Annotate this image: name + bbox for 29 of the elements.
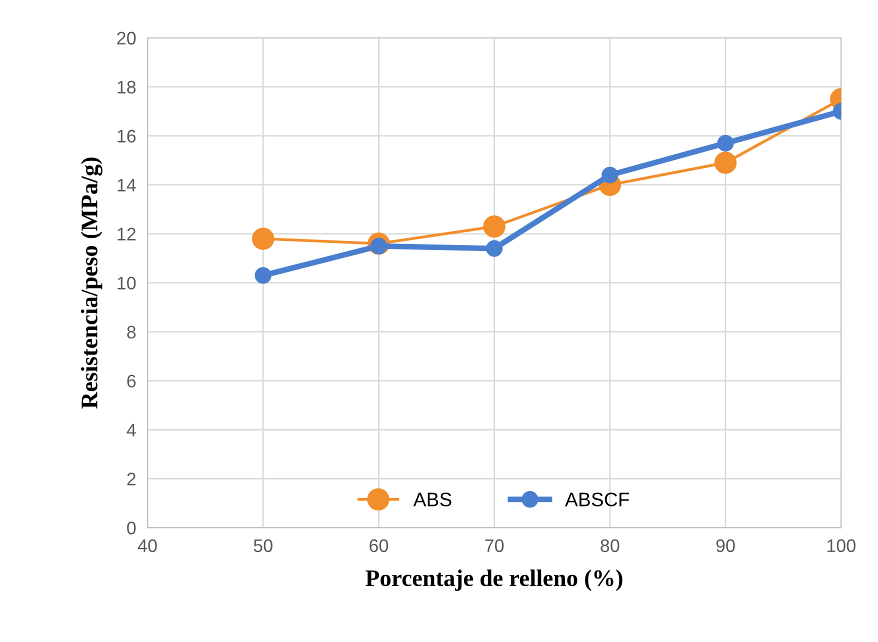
y-axis-title: Resistencia/peso (MPa/g): [80, 158, 102, 409]
point: [602, 166, 618, 184]
legend-label: ABS: [413, 492, 452, 506]
y-tick-label: 18: [118, 80, 136, 94]
x-tick-label: 60: [370, 539, 388, 552]
y-tick-label: 2: [127, 472, 136, 486]
y-tick-label: 10: [118, 276, 136, 290]
point: [486, 240, 503, 257]
x-tick-label: 70: [485, 539, 504, 552]
y-tick-label: 20: [117, 32, 136, 45]
point: [714, 152, 737, 174]
x-tick-label: 80: [600, 539, 620, 552]
y-tick-label: 4: [126, 424, 136, 436]
y-tick-label: 0: [127, 522, 136, 534]
y-tick-label: 6: [127, 374, 136, 388]
y-tick-label: 16: [118, 130, 136, 143]
y-tick-label: 12: [118, 228, 136, 240]
point: [252, 228, 274, 250]
y-tick-label: 14: [118, 178, 136, 192]
x-tick-label: 90: [716, 539, 735, 552]
point: [483, 215, 506, 238]
point: [254, 267, 272, 284]
x-tick-label: 40: [138, 539, 157, 552]
point: [717, 134, 734, 152]
x-tick-label: 50: [254, 539, 272, 552]
x-axis-title: Porcentaje de relleno (%): [366, 570, 622, 591]
x-tick-label: 100: [827, 539, 856, 552]
legend-label: ABSCF: [565, 492, 630, 506]
y-tick-label: 8: [127, 326, 136, 339]
